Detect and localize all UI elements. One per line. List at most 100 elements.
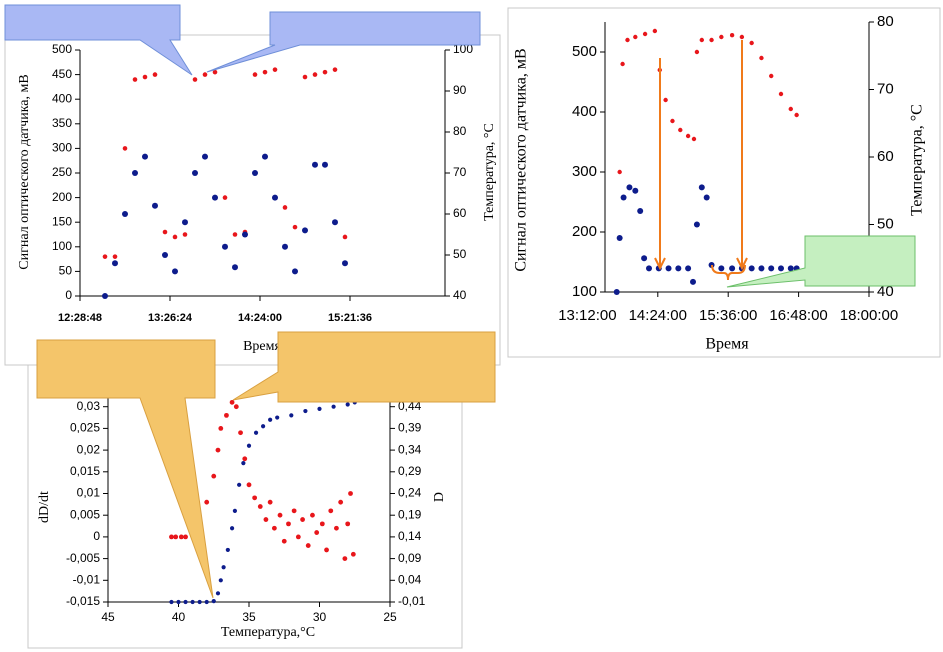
callout (36, 339, 216, 599)
data-point (342, 260, 348, 267)
x-tick-label: 45 (101, 610, 115, 624)
arrow-head (654, 257, 666, 271)
data-point (312, 72, 318, 77)
data-point (142, 153, 148, 160)
y-tick-label: 0,02 (77, 442, 101, 456)
y2-tick-label: 70 (877, 80, 894, 97)
y-tick-label: 300 (52, 141, 72, 155)
panel (4, 34, 501, 366)
data-point (305, 543, 311, 548)
data-point (211, 599, 216, 604)
y2-tick-label: 0,39 (398, 421, 422, 435)
data-point (132, 170, 138, 176)
y2-tick-label: 100 (453, 42, 473, 56)
data-point (292, 268, 298, 275)
data-point (122, 146, 128, 151)
data-point (626, 184, 633, 191)
y-tick-label: 0 (93, 529, 100, 543)
y-tick-label: 200 (52, 190, 72, 204)
data-point (233, 404, 239, 410)
y-axis-label: Сигнал оптического датчика, мВ (17, 74, 32, 269)
data-point (328, 508, 334, 514)
x-tick-label: 13:26:24 (148, 312, 193, 324)
data-point (252, 170, 258, 176)
data-point (709, 37, 714, 43)
y-tick-label: 300 (572, 163, 597, 180)
y2-tick-label: 40 (877, 283, 894, 300)
y2-axis-label: Температура, °C (482, 123, 497, 221)
data-point (749, 40, 754, 46)
data-point (192, 77, 198, 82)
data-point (641, 255, 648, 262)
data-point (699, 37, 704, 43)
data-point (620, 61, 625, 67)
data-point (232, 264, 238, 271)
y-tick-label: 450 (52, 67, 72, 81)
panel (507, 7, 941, 358)
data-point (277, 512, 283, 518)
data-point (322, 161, 328, 168)
data-point (778, 91, 784, 97)
data-point (252, 72, 258, 77)
data-point (693, 221, 700, 228)
data-point (345, 521, 351, 527)
data-point (182, 219, 188, 226)
data-point (122, 211, 128, 217)
data-point (675, 265, 682, 272)
y2-tick-label: 0,24 (398, 486, 422, 500)
data-point (292, 224, 298, 230)
y-tick-label: 0,015 (70, 464, 100, 478)
data-point (221, 565, 226, 570)
data-point (190, 599, 195, 605)
data-point (238, 430, 243, 436)
data-point (169, 599, 174, 605)
data-point (295, 534, 301, 540)
data-point (211, 473, 217, 479)
data-point (162, 229, 168, 235)
data-point (173, 534, 179, 540)
data-point (637, 208, 644, 214)
y2-tick-label: 70 (453, 165, 467, 179)
data-point (261, 424, 266, 429)
data-point (718, 265, 725, 272)
data-point (690, 278, 696, 285)
y-tick-label: 100 (52, 239, 72, 253)
data-point (152, 72, 158, 77)
data-point (342, 234, 348, 240)
callout (726, 235, 916, 288)
data-point (759, 55, 764, 61)
data-point (262, 69, 268, 75)
data-point (642, 31, 648, 37)
data-point (232, 232, 238, 237)
x-axis-label: Время (243, 339, 281, 354)
data-point (253, 430, 259, 435)
x-axis-label: Температура,°C (221, 625, 315, 640)
x-tick-label: 16:48:00 (769, 307, 827, 324)
y-tick-label: -0,01 (73, 572, 101, 586)
data-point (719, 34, 724, 40)
data-point (698, 184, 705, 191)
data-point (616, 235, 623, 241)
callout (206, 11, 481, 73)
data-point (282, 243, 288, 250)
data-point (242, 231, 248, 238)
data-point (241, 461, 246, 466)
data-point (204, 599, 209, 605)
data-point (748, 265, 755, 272)
y2-axis-label: Температура, °C (909, 104, 926, 216)
y2-tick-label: 90 (453, 83, 467, 97)
x-tick-label: 15:21:36 (328, 312, 372, 324)
data-point (218, 578, 223, 583)
x-tick-label: 25 (383, 610, 397, 624)
data-point (338, 499, 344, 505)
data-point (633, 34, 638, 40)
data-point (222, 243, 228, 250)
data-point (215, 447, 221, 453)
data-point (267, 499, 273, 505)
y2-tick-label: 60 (453, 206, 467, 220)
y-axis-label: Сигнал оптического датчика, мВ (513, 48, 530, 271)
y-tick-label: 150 (52, 214, 72, 228)
data-point (252, 495, 258, 501)
data-point (152, 202, 158, 209)
data-point (625, 37, 630, 43)
